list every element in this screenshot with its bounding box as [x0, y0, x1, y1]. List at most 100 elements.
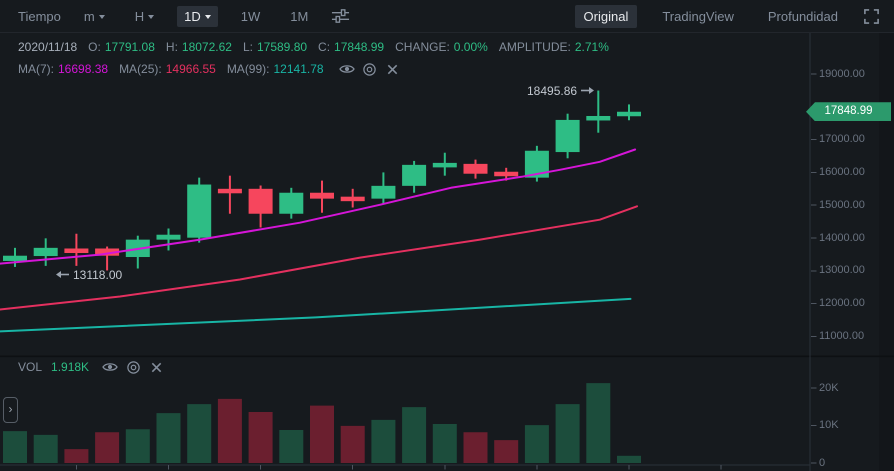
time-label: Tiempo	[18, 8, 61, 24]
volume-bar	[310, 405, 334, 463]
volume-bar	[217, 398, 242, 463]
candles-group	[3, 90, 641, 271]
interval-label: 1D	[184, 8, 201, 24]
close-icon[interactable]	[148, 359, 164, 375]
chart-canvas[interactable]	[0, 33, 894, 471]
ma-value: 16698.38	[58, 62, 109, 76]
candle-body	[371, 185, 396, 199]
field-label: L:	[242, 40, 253, 54]
indicator-settings-icon[interactable]	[331, 7, 350, 25]
volume-bars-group	[3, 383, 641, 463]
field-value: 0.00%	[453, 40, 488, 54]
ma-line-ma25	[0, 205, 638, 311]
view-switcher: Original TradingView Profundidad	[574, 4, 880, 28]
ma-field-25: MA(25): 14966.55	[119, 62, 216, 76]
eye-icon[interactable]	[338, 61, 355, 77]
ma-label: MA(99):	[226, 62, 270, 76]
ohlc-field-O: O: 17791.08	[88, 40, 155, 54]
ohlc-field-AMPLITUDE: AMPLITUDE: 2.71%	[499, 40, 609, 54]
volume-axis-label: 0	[819, 456, 826, 469]
volume-indicator-actions	[102, 359, 164, 375]
volume-bar	[586, 383, 611, 463]
field-label: AMPLITUDE:	[498, 40, 571, 54]
price-axis-label: 14000.00	[819, 231, 865, 244]
price-axis-label: 19000.00	[819, 67, 865, 80]
volume-bar	[279, 430, 304, 463]
chevron-down-icon	[148, 14, 155, 19]
candle-body	[217, 188, 242, 194]
view-tradingview-button[interactable]: TradingView	[662, 8, 734, 24]
candle-body	[463, 163, 488, 174]
ma-label: MA(7):	[18, 62, 54, 76]
ma-field-7: MA(7): 16698.38	[18, 62, 108, 76]
ohlc-field-H: H: 18072.62	[166, 40, 232, 54]
candle-body	[432, 162, 457, 168]
ma-label: MA(25):	[119, 62, 162, 76]
interval-label: 1M	[290, 8, 309, 24]
volume-bar	[463, 432, 488, 463]
volume-label: VOL	[18, 360, 43, 374]
candle-date: 2020/11/18	[18, 40, 78, 54]
ma-field-99: MA(99): 12141.78	[227, 62, 324, 76]
candle-body	[187, 184, 212, 238]
ma-value: 14966.55	[165, 62, 216, 76]
ma-line-ma7	[0, 148, 637, 265]
field-value: 17848.99	[334, 40, 385, 54]
interval-1m-button[interactable]: 1M	[283, 6, 315, 27]
candle-body	[494, 171, 519, 177]
volume-bar	[3, 431, 27, 463]
chevron-down-icon	[204, 14, 211, 19]
ma-info-bar: MA(7): 16698.38 MA(25): 14966.55 MA(99): 1214…	[18, 61, 401, 77]
fullscreen-icon[interactable]	[863, 8, 880, 25]
field-value: 17791.08	[104, 40, 155, 54]
field-value: 17589.80	[256, 40, 308, 54]
field-value: 18072.62	[181, 40, 232, 54]
volume-axis-label: 20K	[819, 381, 839, 394]
field-label: H:	[165, 40, 178, 54]
candle-body	[248, 188, 273, 214]
volume-bar	[524, 425, 549, 463]
chart-area: 2020/11/18 O: 17791.08 H: 18072.62 L: 17589.8…	[0, 33, 894, 471]
volume-bar	[156, 413, 181, 463]
price-axis-label: 17000.00	[819, 133, 865, 146]
view-original-button[interactable]: Original	[574, 4, 638, 28]
view-depth-button[interactable]: Profundidad	[767, 8, 838, 24]
interval-1d-button[interactable]: 1D	[177, 5, 218, 27]
volume-bar	[64, 449, 89, 463]
chevron-down-icon	[98, 14, 105, 19]
price-axis-label: 13000.00	[819, 264, 865, 277]
interval-1w-button[interactable]: 1W	[234, 6, 268, 27]
volume-bar	[340, 425, 365, 463]
ma-value: 12141.78	[273, 62, 324, 76]
candle-body	[95, 248, 120, 256]
volume-bar	[248, 412, 273, 463]
close-icon[interactable]	[385, 61, 401, 77]
candle-body	[555, 119, 580, 153]
volume-bar	[33, 434, 58, 463]
arrow-right-icon	[581, 87, 595, 95]
ohlc-info-bar: 2020/11/18 O: 17791.08 H: 18072.62 L: 17589.8…	[18, 40, 609, 54]
interval-buttons: m H 1D 1W 1M	[77, 5, 315, 27]
panel-expander-button[interactable]: ›	[3, 397, 18, 423]
volume-bar	[432, 424, 457, 463]
volume-info-bar: VOL 1.918K	[18, 359, 164, 375]
candle-body	[33, 247, 58, 257]
price-axis-label: 12000.00	[819, 297, 865, 310]
price-axis-label: 15000.00	[819, 198, 865, 211]
indicator-target-icon[interactable]	[362, 61, 378, 77]
field-label: O:	[88, 40, 101, 54]
ma-indicator-actions	[338, 61, 401, 77]
candle-body	[617, 111, 641, 117]
volume-bar	[402, 407, 427, 463]
pane-separator	[0, 355, 894, 358]
chevron-right-icon: ›	[8, 402, 13, 416]
low-price-annotation: 13118.00	[55, 268, 122, 282]
ohlc-field-C: C: 17848.99	[318, 40, 384, 54]
interval-m-button[interactable]: m	[77, 6, 112, 27]
candle-body	[3, 255, 27, 261]
price-axis-label: 11000.00	[819, 329, 865, 342]
interval-h-button[interactable]: H	[128, 6, 161, 27]
indicator-target-icon[interactable]	[125, 359, 141, 375]
candle-body	[156, 234, 181, 240]
eye-icon[interactable]	[102, 359, 118, 375]
